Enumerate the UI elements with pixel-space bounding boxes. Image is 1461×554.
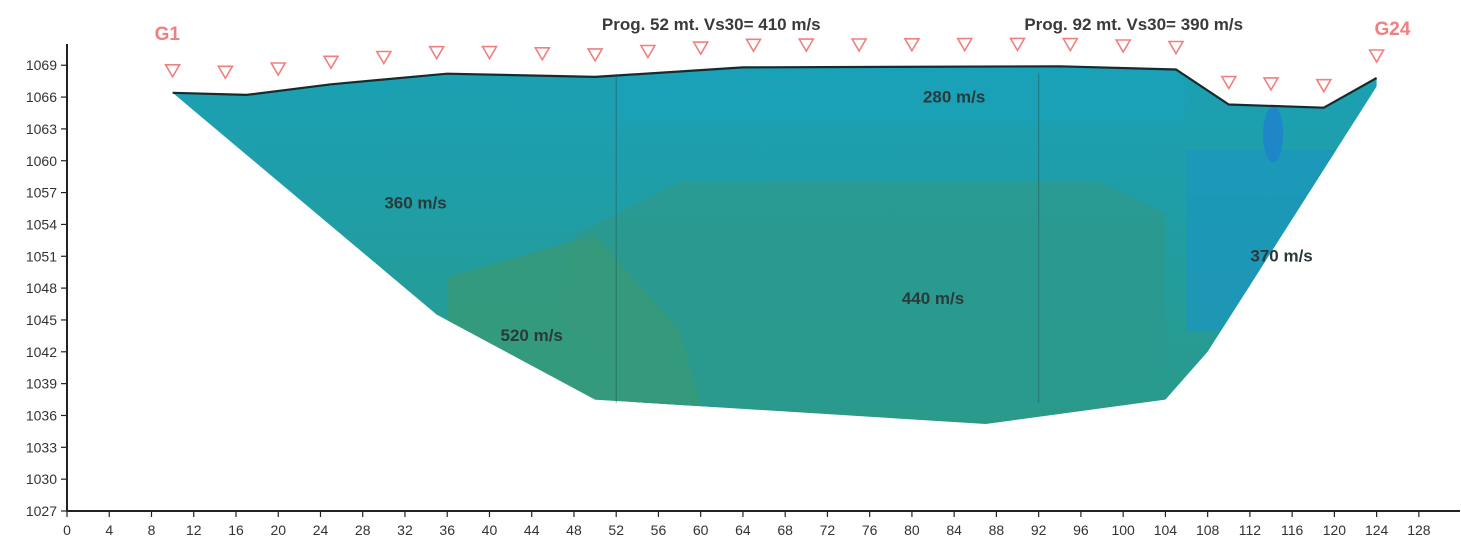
geophone-1 [164,64,181,79]
zone-280 [616,66,1187,124]
velocity-label-2: 360 m/s [384,194,446,213]
velocity-section [172,65,1378,425]
geophone-18 [1061,37,1079,53]
geophone-23 [1315,78,1333,94]
x-tick-label-23: 92 [1031,522,1047,538]
y-tick-label-8: 1051 [26,248,57,264]
x-tick-label-29: 116 [1281,522,1304,538]
y-tick-label-4: 1039 [26,376,57,392]
x-tick-label-24: 96 [1073,522,1089,538]
y-tick-label-11: 1060 [26,153,57,169]
velocity-label-5: 520 m/s [501,326,563,345]
geophone-22 [1262,77,1280,92]
zone-440 [552,182,1166,416]
vs30-label-1: Prog. 52 mt. Vs30= 410 m/s [602,15,821,34]
y-tick-label-14: 1069 [26,57,57,73]
surface-line [172,65,1378,109]
y-tick-label-2: 1033 [26,439,57,455]
y-tick-label-0: 1027 [26,503,57,519]
x-tick-label-10: 40 [482,522,498,538]
x-tick-label-7: 28 [355,522,371,538]
x-tick-label-17: 68 [777,522,793,538]
geophone-19 [1114,39,1132,54]
y-tick-label-13: 1066 [26,89,57,105]
x-tick-label-5: 20 [270,522,286,538]
geophone-first-label: G1 [155,24,181,45]
x-tick-label-1: 4 [105,522,113,538]
y-tick-label-10: 1057 [26,185,57,201]
zone-520 [447,235,701,416]
geophone-9 [586,48,604,63]
velocity-label-4: 440 m/s [902,289,964,308]
velocity-label-3: 370 m/s [1250,247,1312,266]
x-tick-label-30: 120 [1323,522,1347,538]
x-tick-label-31: 124 [1365,522,1389,538]
x-tick-label-9: 36 [439,522,455,538]
x-tick-label-27: 108 [1196,522,1220,538]
x-tick-label-8: 32 [397,522,413,538]
x-tick-label-25: 100 [1111,522,1135,538]
geophone-3 [269,62,287,77]
x-tick-label-0: 0 [63,522,71,538]
geophone-8 [533,46,551,62]
x-tick-label-2: 8 [148,522,156,538]
vs30-label-2: Prog. 92 mt. Vs30= 390 m/s [1024,15,1243,34]
y-tick-label-5: 1042 [26,344,57,360]
geophone-13 [797,38,815,53]
x-tick-label-26: 104 [1154,522,1178,538]
geophone-16 [956,37,974,53]
x-tick-label-20: 80 [904,522,920,538]
x-tick-label-28: 112 [1239,522,1262,538]
marks [164,37,1385,403]
labels: Prog. 52 mt. Vs30= 410 m/s Prog. 92 mt. V… [155,15,1411,345]
geophone-17 [1009,37,1026,52]
geophone-6 [428,45,446,61]
geophone-11 [692,41,710,56]
axes: 0 4 8 12 16 20 24 28 32 36 40 44 48 52 56 60 64 68 72 76 80 8… [26,44,1460,538]
x-tick-label-12: 48 [566,522,582,538]
x-tick-label-15: 60 [693,522,709,538]
geophone-10 [639,44,657,60]
geophone-15 [903,37,921,53]
x-tick-label-4: 16 [228,522,244,538]
y-tick-label-6: 1045 [26,312,57,328]
x-tick-label-32: 128 [1407,522,1431,538]
y-tick-label-9: 1054 [26,216,57,232]
geophone-2 [217,65,234,80]
geophone-21 [1220,75,1238,91]
x-tick-label-16: 64 [735,522,751,538]
x-tick-label-6: 24 [313,522,329,538]
x-tick-label-21: 84 [946,522,962,538]
x-tick-label-11: 44 [524,522,540,538]
x-tick-label-13: 52 [608,522,624,538]
geophone-24 [1368,49,1385,64]
zone-low-spot [1263,106,1284,163]
zone-370 [1186,150,1356,331]
y-tick-label-1: 1030 [26,471,57,487]
y-tick-label-12: 1063 [26,121,57,137]
geophone-7 [481,45,498,61]
geophone-4 [322,55,340,70]
velocity-label-1: 280 m/s [923,87,985,106]
x-tick-label-14: 56 [651,522,667,538]
geophone-14 [850,38,868,53]
y-tick-label-3: 1036 [26,407,57,423]
x-tick-label-18: 72 [820,522,836,538]
y-tick-label-7: 1048 [26,280,57,296]
x-tick-label-22: 88 [989,522,1005,538]
geophone-5 [375,50,393,66]
x-tick-label-19: 76 [862,522,878,538]
geophone-20 [1167,40,1185,56]
x-tick-label-3: 12 [186,522,202,538]
geophone-last-label: G24 [1375,19,1411,40]
geophone-12 [745,38,762,53]
